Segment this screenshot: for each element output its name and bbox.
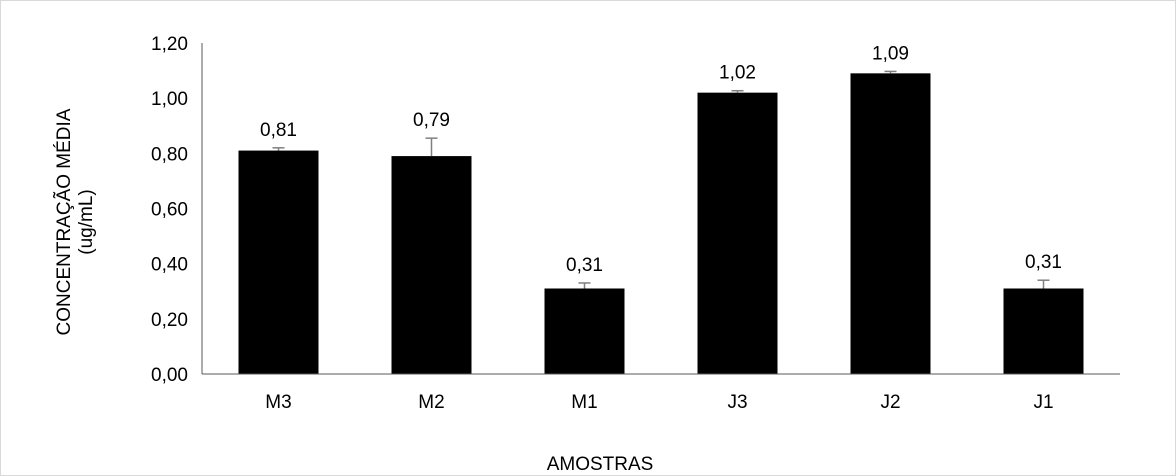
y-tick-label: 1,20	[151, 34, 188, 55]
y-axis-ticks: 0,00 0,20 0,40 0,60 0,80 1,00 1,20	[151, 34, 188, 386]
data-label: 1,09	[872, 43, 909, 64]
data-label: 0,31	[566, 255, 603, 276]
data-label: 0,31	[1025, 252, 1062, 273]
bar	[544, 288, 625, 374]
x-axis-ticks: M3 M2 M1 J3 J2 J1	[265, 392, 1053, 413]
y-tick-label: 0,80	[151, 144, 188, 165]
data-label: 0,81	[260, 120, 297, 141]
x-axis-title: AMOSTRAS	[547, 454, 654, 475]
data-label: 0,79	[413, 110, 450, 131]
x-tick-label: J1	[1033, 392, 1053, 413]
x-tick-label: M2	[418, 392, 444, 413]
bar	[697, 92, 778, 375]
error-bars	[272, 70, 1050, 289]
y-tick-label: 0,40	[151, 255, 188, 276]
x-tick-label: J3	[727, 392, 747, 413]
y-tick-label: 0,60	[151, 200, 188, 221]
y-tick-label: 1,00	[151, 89, 188, 110]
bars	[238, 73, 1084, 375]
data-label: 1,02	[719, 63, 756, 84]
x-tick-label: J2	[880, 392, 900, 413]
data-labels: 0,81 0,79 0,31 1,02 1,09 0,31	[260, 43, 1062, 276]
y-axis-title: CONCENTRAÇÃO MÉDIA (ug/mL)	[53, 108, 97, 335]
x-tick-label: M1	[571, 392, 597, 413]
y-tick-label: 0,20	[151, 310, 188, 331]
y-axis-title-line1: CONCENTRAÇÃO MÉDIA	[53, 108, 75, 335]
bar	[391, 156, 472, 374]
x-tick-label: M3	[265, 392, 291, 413]
y-tick-label: 0,00	[151, 365, 188, 386]
bar	[850, 73, 931, 374]
bar	[238, 150, 319, 374]
bar	[1003, 288, 1084, 374]
y-axis-title-line2: (ug/mL)	[76, 189, 97, 254]
